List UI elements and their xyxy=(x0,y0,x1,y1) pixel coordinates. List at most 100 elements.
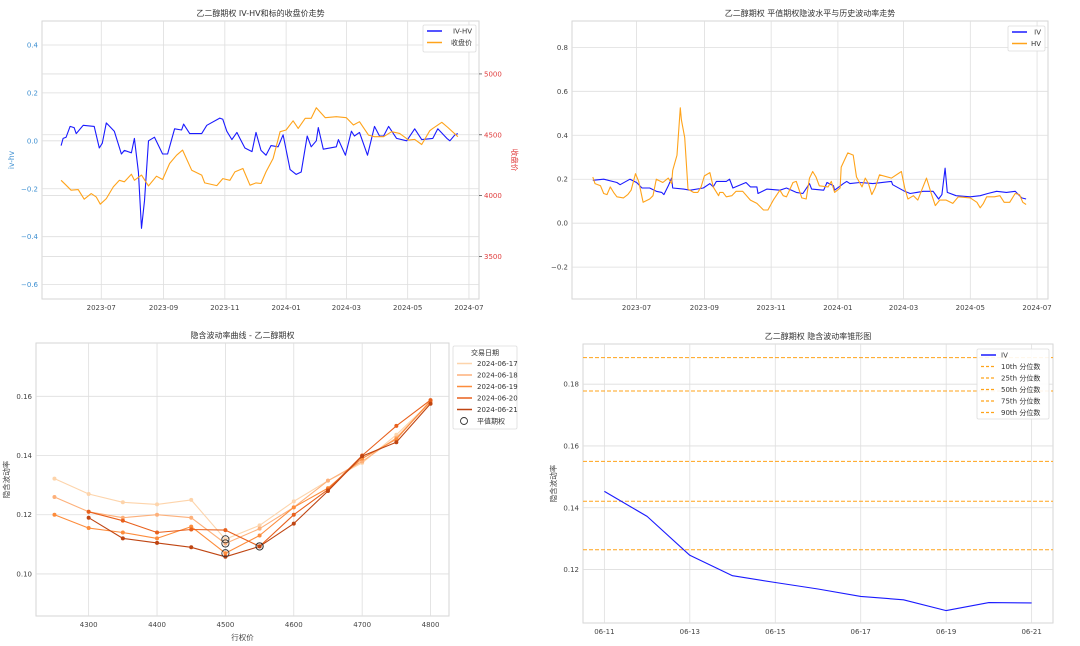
y-tick-label: 0.14 xyxy=(563,504,579,512)
data-point xyxy=(428,398,433,403)
atm-marker xyxy=(221,539,230,548)
legend-box xyxy=(452,345,518,430)
x-axis-label: 行权价 xyxy=(231,632,254,642)
data-point xyxy=(394,440,399,445)
data-point xyxy=(360,454,365,459)
y-axis-label: iv-hv xyxy=(7,150,16,169)
data-point xyxy=(86,492,91,497)
y-tick-label: 0.16 xyxy=(16,393,32,401)
chart-4: 06-11 06-13 06-15 06-17 06-19 06-21 0.18 0.16 0.… xyxy=(548,331,1054,636)
x-tick-label: 2023-09 xyxy=(690,304,719,312)
legend-box xyxy=(976,348,1050,420)
x-tick-label: 2024-01 xyxy=(271,304,300,312)
series-line-IV xyxy=(604,490,1032,612)
y-tick-label: 0.14 xyxy=(16,452,32,460)
series-line-IV-HV xyxy=(60,117,459,229)
y-tick-label: 0.12 xyxy=(16,511,32,519)
data-point xyxy=(223,528,228,533)
x-tick-label: 06-19 xyxy=(936,628,956,636)
x-tick-label: 2024-01 xyxy=(823,304,852,312)
chart-title: 隐含波动率曲线 - 乙二醇期权 xyxy=(191,330,295,340)
legend-label: 收盘价 xyxy=(451,38,472,47)
data-point xyxy=(86,526,91,531)
data-point xyxy=(325,489,330,494)
legend-label: 25th 分位数 xyxy=(1001,374,1040,383)
series-line-2024-06-18 xyxy=(54,401,431,545)
x-tick-label: 2024-03 xyxy=(889,304,918,312)
plot-area xyxy=(571,20,1049,300)
data-point xyxy=(257,523,262,528)
y-tick-label: 0.16 xyxy=(563,442,579,450)
legend-atm-marker xyxy=(460,417,468,425)
chart-title: 乙二醇期权 平值期权隐波水平与历史波动率走势 xyxy=(725,8,896,18)
x-tick-label: 06-17 xyxy=(851,628,871,636)
data-point xyxy=(291,499,296,504)
x-tick-label: 06-13 xyxy=(680,628,700,636)
x-tick-label: 4800 xyxy=(422,621,440,629)
data-point xyxy=(223,541,228,546)
x-tick-label: 06-11 xyxy=(594,628,614,636)
data-point xyxy=(257,533,262,538)
legend-title: 交易日期 xyxy=(471,348,499,357)
y-tick-label: 0.18 xyxy=(563,381,579,389)
legend-label: 2024-06-21 xyxy=(477,406,518,414)
data-point xyxy=(189,515,194,520)
x-tick-label: 2023-11 xyxy=(757,304,786,312)
y-tick-label: 0.0 xyxy=(557,220,568,228)
data-point xyxy=(120,518,125,523)
legend-label: HV xyxy=(1031,40,1041,48)
data-point xyxy=(155,536,160,541)
data-point xyxy=(189,524,194,529)
x-tick-label: 2023-07 xyxy=(87,304,116,312)
y2-tick-label: 5000 xyxy=(484,70,502,78)
x-tick-label: 06-21 xyxy=(1021,628,1041,636)
y-tick-label: −0.2 xyxy=(551,264,568,272)
y-axis-label: 隐含波动率 xyxy=(1,460,11,498)
y-tick-label: 0.0 xyxy=(27,137,38,145)
series-line-2024-06-17 xyxy=(54,401,431,540)
data-point xyxy=(189,545,194,550)
data-point xyxy=(120,515,125,520)
data-point xyxy=(155,512,160,517)
x-tick-label: 2023-09 xyxy=(149,304,178,312)
x-tick-label: 4500 xyxy=(216,621,234,629)
chart-3: 4300 4400 4500 4600 4700 4800 0.16 0.14 0.12 0.10… xyxy=(1,330,518,642)
legend: 交易日期 2024-06-17 2024-06-18 2024-06-19 2024-0… xyxy=(452,345,518,430)
x-tick-label: 4600 xyxy=(285,621,303,629)
data-point xyxy=(86,509,91,514)
atm-marker xyxy=(221,535,230,544)
data-point xyxy=(291,521,296,526)
atm-marker xyxy=(255,542,264,551)
legend-label: IV xyxy=(1001,352,1008,360)
data-point xyxy=(86,515,91,520)
x-tick-label: 2024-07 xyxy=(454,304,483,312)
data-point xyxy=(394,423,399,428)
data-point xyxy=(155,502,160,507)
x-tick-label: 2024-05 xyxy=(956,304,985,312)
x-tick-label: 2024-03 xyxy=(332,304,361,312)
legend-label: IV xyxy=(1034,29,1041,37)
plot-area xyxy=(41,20,480,300)
y-tick-label: 0.10 xyxy=(16,570,32,578)
x-tick-label: 4300 xyxy=(80,621,98,629)
data-point xyxy=(189,497,194,502)
y-tick-label: 0.12 xyxy=(563,566,579,574)
plot-area xyxy=(35,342,450,617)
x-tick-label: 06-15 xyxy=(765,628,785,636)
legend-label: 75th 分位数 xyxy=(1001,397,1040,406)
y2-tick-label: 4500 xyxy=(484,131,502,139)
legend-label: 2024-06-18 xyxy=(477,372,518,380)
series-line-收盘价 xyxy=(60,107,459,205)
data-point xyxy=(291,512,296,517)
data-point xyxy=(52,476,57,481)
y-tick-label: 0.6 xyxy=(557,88,569,96)
data-point xyxy=(257,526,262,531)
legend-label: IV-HV xyxy=(453,28,472,36)
data-point xyxy=(223,551,228,556)
chart-title: 乙二醇期权 隐含波动率锥形图 xyxy=(765,331,872,341)
legend-label: 2024-06-17 xyxy=(477,360,518,368)
x-tick-label: 2024-07 xyxy=(1022,304,1051,312)
x-tick-label: 4400 xyxy=(148,621,166,629)
series-line-2024-06-19 xyxy=(54,400,431,554)
